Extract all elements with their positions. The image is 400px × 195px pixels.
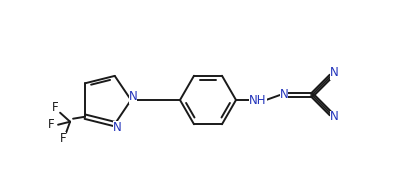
- Text: F: F: [48, 118, 54, 131]
- Text: F: F: [60, 132, 66, 145]
- Text: NH: NH: [249, 93, 267, 106]
- Text: N: N: [330, 111, 338, 123]
- Text: N: N: [280, 89, 288, 102]
- Text: N: N: [330, 66, 338, 80]
- Text: N: N: [113, 121, 122, 134]
- Text: N: N: [129, 90, 137, 104]
- Text: F: F: [52, 101, 58, 114]
